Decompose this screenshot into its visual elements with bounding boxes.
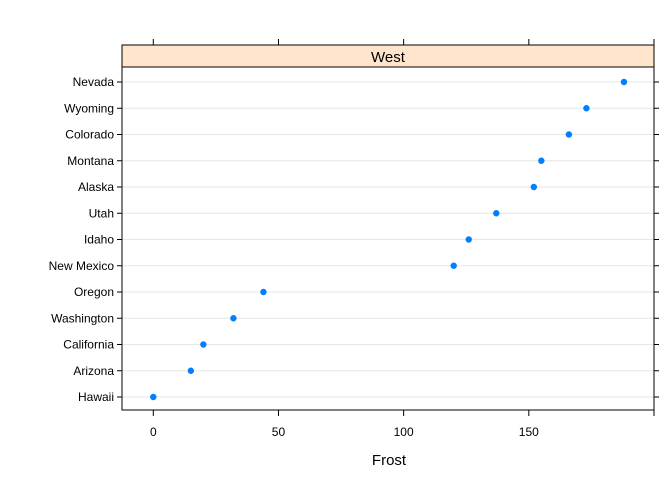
x-axis-labels: 0 50 100 150 — [150, 425, 539, 439]
data-point — [200, 341, 207, 348]
data-point — [493, 210, 500, 217]
y-tick-label: Alaska — [78, 180, 114, 194]
y-tick-label: Hawaii — [78, 390, 114, 404]
y-tick-label: Washington — [51, 311, 114, 325]
data-point — [538, 157, 545, 164]
grid-lines — [122, 81, 654, 398]
y-axis-labels: Hawaii Arizona California Washington Oregon N… — [49, 75, 115, 404]
y-tick-label: Colorado — [65, 128, 114, 142]
data-point — [583, 105, 590, 112]
data-point — [260, 288, 267, 296]
data-points — [150, 78, 628, 401]
x-axis-title: Frost — [372, 452, 407, 469]
data-point — [150, 393, 157, 401]
y-tick-label: Arizona — [73, 364, 114, 378]
data-point — [565, 131, 573, 138]
data-point — [465, 236, 472, 243]
y-tick-label: Nevada — [73, 75, 115, 89]
panel-strip-label: West — [371, 49, 406, 66]
data-point — [620, 78, 628, 86]
y-tick-label: California — [63, 338, 114, 352]
data-point — [187, 367, 195, 374]
y-tick-label: New Mexico — [49, 259, 115, 273]
y-tick-label: Oregon — [74, 285, 114, 299]
panel-border — [121, 66, 655, 411]
x-tick-label: 100 — [394, 425, 414, 439]
y-tick-label: Idaho — [84, 233, 114, 247]
y-tick-label: Wyoming — [64, 101, 114, 115]
x-tick-label: 0 — [150, 425, 157, 439]
y-tick-label: Montana — [67, 154, 114, 168]
x-tick-label: 150 — [519, 425, 539, 439]
axis-ticks — [117, 39, 659, 416]
data-point — [450, 262, 457, 269]
x-tick-label: 50 — [272, 425, 286, 439]
data-point — [530, 183, 538, 191]
y-tick-label: Utah — [89, 206, 114, 220]
data-point — [230, 315, 237, 322]
